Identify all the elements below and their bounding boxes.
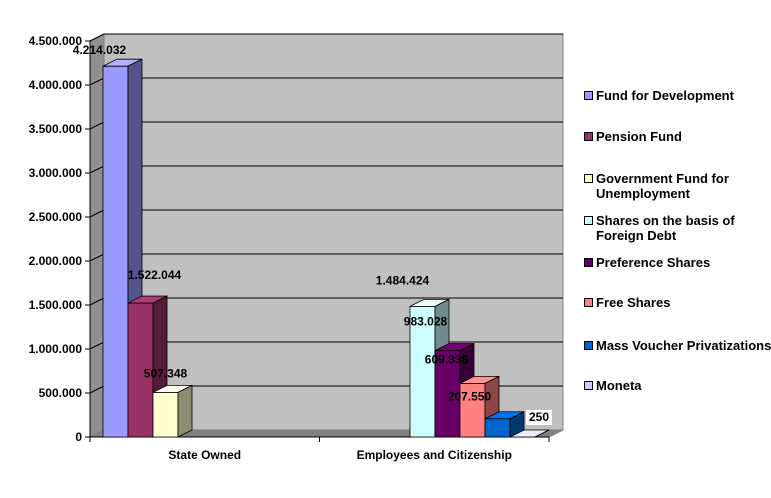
y-tick-label: 2.500.000: [29, 210, 83, 224]
legend-item: Preference Shares: [582, 255, 771, 270]
gridline-side: [89, 209, 105, 218]
legend-item: Moneta: [582, 378, 771, 393]
gridline-side: [89, 341, 105, 350]
y-tick-label: 1.500.000: [29, 298, 83, 312]
legend-swatch: [584, 91, 593, 100]
gridline-side: [89, 297, 105, 306]
y-tick-label: 3.000.000: [29, 166, 83, 180]
gridline-side: [89, 121, 105, 130]
legend-label: Government Fund for Unemployment: [596, 171, 729, 201]
legend-item: Government Fund for Unemployment: [582, 171, 771, 201]
legend-label: Mass Voucher Privatizations: [596, 338, 771, 353]
data-label: 1.484.424: [376, 273, 430, 287]
bar-side: [534, 429, 550, 438]
legend-label: Free Shares: [596, 295, 671, 310]
legend-item: Pension Fund: [582, 129, 771, 144]
legend-swatch: [584, 258, 593, 267]
legend-swatch: [584, 174, 593, 183]
legend-item: Fund for Development: [582, 88, 771, 103]
y-tick-label: 3.500.000: [29, 122, 83, 136]
legend-label: Pension Fund: [596, 129, 682, 144]
x-tick-label: State Owned: [168, 448, 241, 462]
legend-item: Mass Voucher Privatizations: [582, 338, 771, 353]
y-tick-label: 2.000.000: [29, 254, 83, 268]
data-label-box: [526, 410, 552, 425]
legend-swatch: [584, 298, 593, 307]
legend-swatch: [584, 341, 593, 350]
legend-swatch: [584, 216, 593, 225]
y-tick-label: 1.000.000: [29, 342, 83, 356]
x-tick-label: Employees and Citizenship: [357, 448, 512, 462]
legend-item: Free Shares: [582, 295, 771, 310]
y-tick-label: 500.000: [39, 386, 83, 400]
gridline-side: [89, 33, 105, 42]
gridline-side: [89, 165, 105, 174]
data-label: 983.028: [404, 314, 448, 328]
legend-label: Fund for Development: [596, 88, 734, 103]
y-tick-label: 4.500.000: [29, 34, 83, 48]
gridline-side: [89, 385, 105, 394]
data-label: 609.336: [425, 352, 469, 366]
side-wall: [89, 33, 105, 438]
data-label: 1.522.044: [128, 268, 182, 282]
data-label: 507.348: [144, 366, 188, 380]
bar: [484, 418, 511, 438]
legend-label: Preference Shares: [596, 255, 711, 270]
bar: [152, 391, 179, 438]
data-label: 250: [529, 410, 549, 424]
gridline-side: [89, 77, 105, 86]
legend-swatch: [584, 381, 593, 390]
legend-swatch: [584, 132, 593, 141]
bar: [102, 65, 129, 438]
legend-label: Shares on the basis of Foreign Debt: [596, 213, 735, 243]
legend-item: Shares on the basis of Foreign Debt: [582, 213, 771, 243]
y-tick-label: 4.000.000: [29, 78, 83, 92]
data-label: 207.550: [448, 390, 492, 404]
data-label: 4.214.032: [73, 43, 127, 57]
y-tick-label: 0: [75, 430, 82, 444]
gridline-side: [89, 253, 105, 262]
legend-label: Moneta: [596, 378, 642, 393]
bar-side: [177, 384, 193, 438]
